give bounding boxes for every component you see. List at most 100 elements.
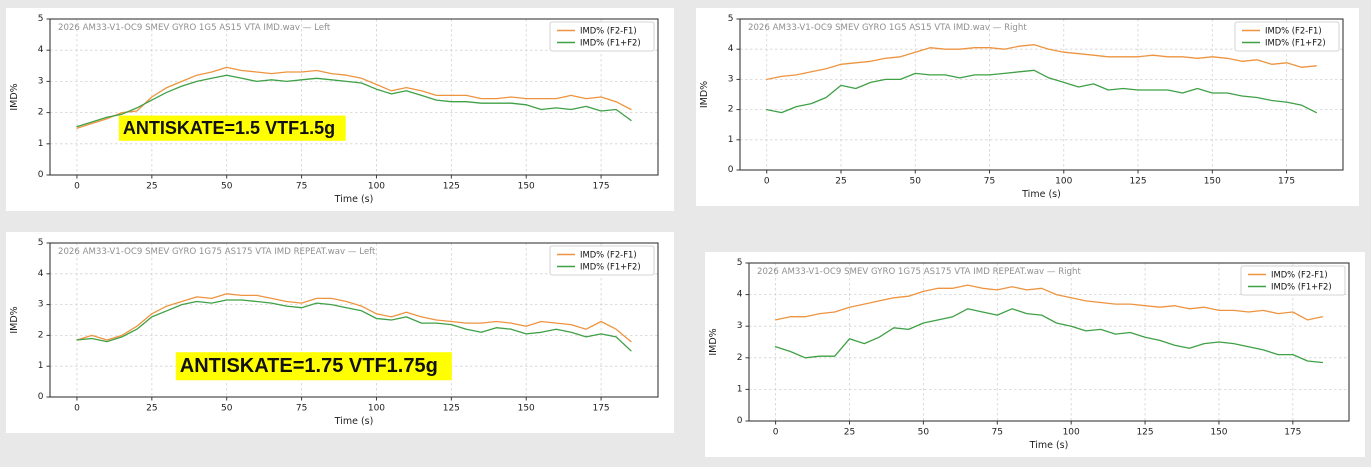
svg-text:25: 25 (844, 428, 855, 438)
svg-text:1: 1 (737, 384, 743, 394)
svg-text:4: 4 (737, 290, 743, 300)
chart-legend: IMD% (F2-F1) IMD% (F1+F2) (1234, 21, 1340, 52)
svg-text:50: 50 (221, 404, 233, 414)
axes-frame (739, 18, 1344, 171)
svg-text:IMD% (F2-F1): IMD% (F2-F1) (1265, 26, 1322, 36)
y-axis-label: IMD% (708, 328, 719, 355)
svg-text:25: 25 (146, 404, 157, 414)
svg-text:IMD% (F2-F1): IMD% (F2-F1) (1271, 270, 1328, 280)
x-axis: 0 25 50 75 100 125 150 175 (74, 397, 610, 414)
y-axis: 0 1 2 3 4 5 (728, 14, 740, 175)
axes-frame (748, 262, 1350, 422)
chart-title: 2026 AM33-V1-OC9 SMEV GYRO 1G5 AS15 VTA … (58, 23, 331, 33)
svg-text:75: 75 (296, 182, 307, 192)
svg-text:2: 2 (728, 105, 734, 115)
svg-text:100: 100 (1055, 177, 1072, 187)
antiskate-annotation: ANTISKATE=1.75 VTF1.75g (175, 352, 452, 381)
svg-text:3: 3 (38, 300, 44, 310)
svg-text:1: 1 (38, 361, 44, 371)
svg-text:2: 2 (38, 330, 44, 340)
series-f1-f2 (774, 308, 1324, 364)
y-axis: 0 1 2 3 4 5 (38, 238, 50, 402)
svg-text:ANTISKATE=1.5 VTF1.5g: ANTISKATE=1.5 VTF1.5g (123, 118, 335, 138)
svg-text:75: 75 (984, 177, 995, 187)
series-f2-f1 (766, 44, 1317, 81)
chart-legend: IMD% (F2-F1) IMD% (F1+F2) (1240, 265, 1346, 296)
svg-text:25: 25 (146, 182, 157, 192)
svg-text:125: 125 (1129, 177, 1146, 187)
y-axis: 0 1 2 3 4 5 (737, 258, 749, 426)
svg-text:3: 3 (737, 321, 743, 331)
antiskate-annotation: ANTISKATE=1.5 VTF1.5g (118, 115, 346, 141)
svg-text:150: 150 (1210, 428, 1227, 438)
x-axis-label: Time (s) (1029, 440, 1069, 451)
svg-text:ANTISKATE=1.75 VTF1.75g: ANTISKATE=1.75 VTF1.75g (180, 355, 438, 377)
y-axis-label: IMD% (9, 306, 20, 333)
svg-text:0: 0 (773, 428, 779, 438)
svg-text:100: 100 (368, 182, 385, 192)
svg-text:0: 0 (74, 404, 80, 414)
svg-text:3: 3 (38, 76, 44, 86)
chart-title: 2026 AM33-V1-OC9 SMEV GYRO 1G5 AS15 VTA … (748, 23, 1027, 33)
svg-text:150: 150 (1204, 177, 1221, 187)
svg-text:IMD% (F2-F1): IMD% (F2-F1) (580, 250, 637, 260)
svg-text:100: 100 (1063, 428, 1080, 438)
x-axis-label: Time (s) (334, 416, 374, 427)
svg-text:50: 50 (910, 177, 922, 187)
svg-text:0: 0 (38, 392, 44, 402)
svg-text:0: 0 (74, 182, 80, 192)
svg-text:5: 5 (737, 258, 743, 268)
svg-text:4: 4 (728, 44, 734, 54)
chart-panel-top-left: ANTISKATE=1.5 VTF1.5g 0 1 2 3 4 5 0 25 50 75 100 125… (6, 8, 674, 211)
series-f2-f1 (76, 66, 632, 129)
svg-text:75: 75 (992, 428, 1003, 438)
svg-text:IMD% (F1+F2): IMD% (F1+F2) (1265, 38, 1326, 48)
y-axis-label: IMD% (699, 81, 710, 108)
svg-text:125: 125 (443, 404, 460, 414)
svg-text:IMD% (F1+F2): IMD% (F1+F2) (580, 38, 641, 48)
x-axis-label: Time (s) (334, 194, 374, 205)
x-axis: 0 25 50 75 100 125 150 175 (773, 421, 1301, 438)
svg-text:4: 4 (38, 45, 44, 55)
svg-text:25: 25 (835, 177, 846, 187)
svg-text:0: 0 (764, 177, 770, 187)
svg-text:100: 100 (368, 404, 385, 414)
series-f1-f2 (76, 74, 632, 128)
svg-text:IMD% (F1+F2): IMD% (F1+F2) (1271, 282, 1332, 292)
svg-text:5: 5 (728, 14, 734, 24)
x-axis: 0 25 50 75 100 125 150 175 (74, 175, 610, 192)
svg-text:4: 4 (38, 269, 44, 279)
series-f1-f2 (76, 299, 632, 352)
svg-text:50: 50 (918, 428, 930, 438)
series-f2-f1 (76, 293, 632, 343)
y-axis: 0 1 2 3 4 5 (38, 14, 50, 180)
chart-legend: IMD% (F2-F1) IMD% (F1+F2) (549, 245, 655, 276)
svg-text:175: 175 (592, 182, 609, 192)
svg-text:150: 150 (518, 404, 535, 414)
chart-legend: IMD% (F2-F1) IMD% (F1+F2) (549, 21, 655, 52)
axes-frame (49, 18, 659, 176)
svg-text:0: 0 (737, 416, 743, 426)
chart-title: 2026 AM33-V1-OC9 SMEV GYRO 1G75 AS175 VT… (58, 247, 376, 257)
chart-title: 2026 AM33-V1-OC9 SMEV GYRO 1G75 AS175 VT… (757, 267, 1081, 277)
svg-text:175: 175 (1284, 428, 1301, 438)
svg-text:IMD% (F2-F1): IMD% (F2-F1) (580, 26, 637, 36)
svg-text:5: 5 (38, 14, 44, 24)
svg-text:50: 50 (221, 182, 233, 192)
chart-panel-bottom-left: ANTISKATE=1.75 VTF1.75g 0 1 2 3 4 5 0 25 50 75 100 1… (6, 232, 674, 433)
chart-panel-top-right: 0 1 2 3 4 5 0 25 50 75 100 125 150 175 Time (s) IMD% 202… (696, 8, 1359, 206)
chart-panel-bottom-right: 0 1 2 3 4 5 0 25 50 75 100 125 150 175 Time (s) IMD% 202… (705, 252, 1365, 457)
series-f2-f1 (774, 284, 1324, 321)
svg-text:75: 75 (296, 404, 307, 414)
svg-text:125: 125 (443, 182, 460, 192)
y-axis-label: IMD% (9, 83, 20, 110)
svg-text:2: 2 (737, 353, 743, 363)
svg-text:1: 1 (38, 139, 44, 149)
svg-text:2: 2 (38, 108, 44, 118)
svg-text:IMD% (F1+F2): IMD% (F1+F2) (580, 262, 641, 272)
axes-frame (49, 242, 659, 398)
svg-text:0: 0 (38, 170, 44, 180)
